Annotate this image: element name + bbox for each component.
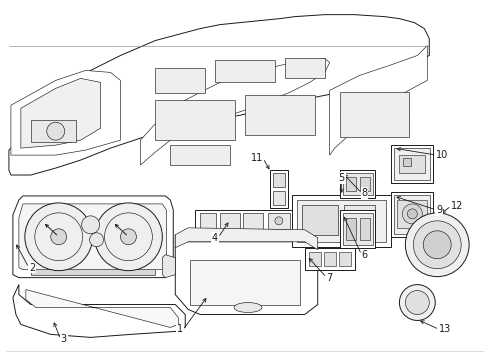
Polygon shape — [162, 255, 175, 278]
Bar — [399, 155, 425, 173]
Bar — [291, 195, 390, 247]
Polygon shape — [329, 45, 427, 155]
Bar — [170, 145, 229, 165]
Circle shape — [402, 204, 422, 224]
Text: 3: 3 — [61, 334, 67, 345]
Circle shape — [274, 217, 282, 225]
Text: 1: 1 — [177, 324, 183, 334]
Circle shape — [81, 216, 100, 234]
Circle shape — [120, 229, 136, 245]
Polygon shape — [21, 78, 101, 148]
Polygon shape — [9, 15, 428, 175]
Polygon shape — [26, 289, 178, 328]
Bar — [243, 213, 263, 229]
Circle shape — [399, 285, 434, 320]
Text: 5: 5 — [338, 173, 344, 183]
Bar — [345, 218, 355, 240]
Bar — [190, 260, 299, 305]
Bar — [390, 192, 432, 237]
Bar — [272, 191, 285, 205]
Bar — [155, 100, 235, 140]
Polygon shape — [11, 71, 120, 155]
Circle shape — [89, 233, 103, 247]
Text: 8: 8 — [361, 188, 367, 198]
Bar — [267, 213, 289, 229]
Circle shape — [407, 209, 416, 219]
Polygon shape — [19, 204, 166, 270]
Bar — [301, 205, 337, 235]
Bar — [308, 252, 320, 266]
Polygon shape — [140, 58, 329, 165]
Bar — [323, 252, 335, 266]
Circle shape — [405, 291, 428, 315]
Circle shape — [423, 231, 450, 259]
Text: 7: 7 — [326, 273, 332, 283]
Polygon shape — [13, 196, 173, 278]
Text: 12: 12 — [450, 201, 463, 211]
Bar — [195, 210, 294, 232]
Bar — [31, 120, 76, 142]
Circle shape — [405, 213, 468, 276]
Bar — [342, 173, 372, 195]
Circle shape — [94, 203, 162, 271]
Text: 11: 11 — [250, 153, 263, 163]
Circle shape — [51, 229, 66, 245]
Polygon shape — [175, 228, 317, 250]
Bar — [155, 68, 205, 93]
Bar — [397, 200, 427, 228]
Bar — [345, 177, 355, 191]
Text: 13: 13 — [438, 324, 450, 334]
Bar — [220, 213, 240, 229]
Text: 6: 6 — [361, 250, 367, 260]
Bar — [272, 173, 285, 187]
Circle shape — [412, 221, 460, 269]
Bar — [244, 95, 314, 135]
Bar — [403, 158, 410, 166]
Bar — [296, 200, 386, 242]
Bar — [359, 177, 369, 191]
Bar — [215, 60, 274, 82]
Bar — [394, 148, 429, 180]
Bar — [31, 265, 155, 275]
Ellipse shape — [234, 302, 262, 312]
Text: 4: 4 — [211, 233, 218, 243]
Bar — [304, 248, 354, 270]
Bar — [339, 92, 408, 137]
Polygon shape — [175, 235, 317, 315]
Bar — [342, 213, 372, 245]
Bar — [343, 205, 375, 235]
Bar — [200, 213, 216, 229]
Bar — [269, 170, 287, 208]
Text: 9: 9 — [435, 205, 442, 215]
Circle shape — [47, 122, 64, 140]
Bar — [394, 195, 429, 234]
Bar — [359, 218, 369, 240]
Circle shape — [25, 203, 92, 271]
Text: 10: 10 — [435, 150, 447, 160]
Text: 2: 2 — [29, 263, 35, 273]
Bar — [338, 252, 350, 266]
Polygon shape — [13, 285, 185, 337]
Bar — [339, 210, 375, 248]
Bar — [339, 170, 375, 198]
Bar — [285, 58, 324, 78]
Bar — [390, 145, 432, 183]
